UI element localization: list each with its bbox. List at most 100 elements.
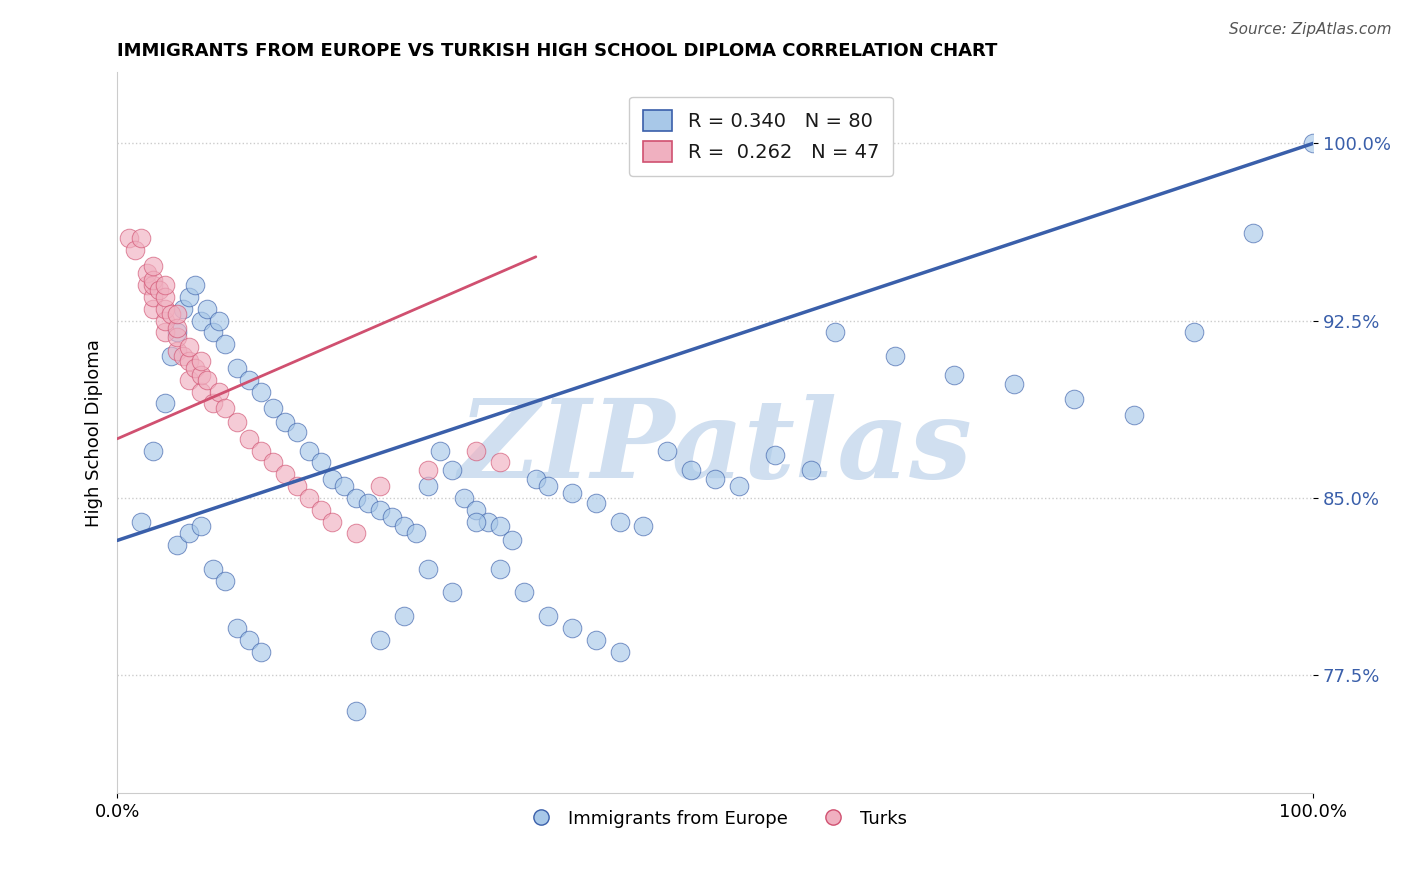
Point bbox=[321, 515, 343, 529]
Point bbox=[238, 432, 260, 446]
Point bbox=[225, 621, 247, 635]
Point bbox=[249, 443, 271, 458]
Point bbox=[177, 340, 200, 354]
Legend: Immigrants from Europe, Turks: Immigrants from Europe, Turks bbox=[516, 802, 914, 835]
Point bbox=[153, 326, 176, 340]
Point bbox=[273, 415, 295, 429]
Point bbox=[1243, 226, 1265, 240]
Point bbox=[153, 396, 176, 410]
Point bbox=[177, 526, 200, 541]
Text: Source: ZipAtlas.com: Source: ZipAtlas.com bbox=[1229, 22, 1392, 37]
Point bbox=[153, 290, 176, 304]
Point bbox=[184, 278, 207, 293]
Point bbox=[333, 479, 356, 493]
Point bbox=[429, 443, 451, 458]
Point bbox=[321, 472, 343, 486]
Point bbox=[129, 231, 152, 245]
Point bbox=[184, 360, 207, 375]
Point bbox=[148, 283, 170, 297]
Y-axis label: High School Diploma: High School Diploma bbox=[86, 339, 103, 527]
Point bbox=[1063, 392, 1085, 406]
Point bbox=[309, 502, 332, 516]
Point bbox=[370, 479, 392, 493]
Point bbox=[190, 313, 212, 327]
Point bbox=[405, 526, 427, 541]
Point bbox=[453, 491, 475, 505]
Point bbox=[142, 290, 165, 304]
Point bbox=[201, 396, 224, 410]
Point bbox=[190, 353, 212, 368]
Point bbox=[370, 502, 392, 516]
Point bbox=[285, 425, 308, 439]
Point bbox=[370, 632, 392, 647]
Point bbox=[344, 491, 367, 505]
Point bbox=[190, 384, 212, 399]
Point bbox=[249, 384, 271, 399]
Point bbox=[537, 609, 560, 624]
Point bbox=[190, 519, 212, 533]
Point bbox=[883, 349, 905, 363]
Point bbox=[704, 472, 727, 486]
Point bbox=[418, 462, 440, 476]
Point bbox=[585, 495, 607, 509]
Point bbox=[262, 401, 284, 415]
Point bbox=[344, 704, 367, 718]
Point bbox=[513, 585, 536, 599]
Point bbox=[172, 301, 194, 316]
Point bbox=[489, 455, 512, 469]
Point bbox=[501, 533, 523, 548]
Point bbox=[273, 467, 295, 482]
Point bbox=[166, 306, 188, 320]
Point bbox=[195, 301, 218, 316]
Point bbox=[172, 349, 194, 363]
Point bbox=[153, 313, 176, 327]
Point bbox=[609, 644, 631, 658]
Point bbox=[763, 448, 786, 462]
Point bbox=[585, 632, 607, 647]
Point bbox=[195, 373, 218, 387]
Point bbox=[136, 266, 159, 280]
Point bbox=[136, 278, 159, 293]
Point bbox=[153, 301, 176, 316]
Point bbox=[201, 326, 224, 340]
Point bbox=[1302, 136, 1324, 151]
Point bbox=[1002, 377, 1025, 392]
Point bbox=[561, 486, 583, 500]
Point bbox=[357, 495, 380, 509]
Point bbox=[166, 326, 188, 340]
Point bbox=[561, 621, 583, 635]
Point bbox=[489, 562, 512, 576]
Point bbox=[465, 502, 488, 516]
Point bbox=[118, 231, 141, 245]
Point bbox=[344, 526, 367, 541]
Point bbox=[465, 443, 488, 458]
Point bbox=[166, 330, 188, 344]
Point bbox=[153, 278, 176, 293]
Point bbox=[1182, 326, 1205, 340]
Point bbox=[142, 301, 165, 316]
Point bbox=[208, 313, 231, 327]
Point bbox=[309, 455, 332, 469]
Point bbox=[190, 368, 212, 382]
Point bbox=[297, 491, 319, 505]
Point bbox=[129, 515, 152, 529]
Point bbox=[177, 373, 200, 387]
Point bbox=[381, 509, 404, 524]
Point bbox=[524, 472, 547, 486]
Point bbox=[489, 519, 512, 533]
Point bbox=[394, 519, 416, 533]
Point bbox=[394, 609, 416, 624]
Point bbox=[142, 278, 165, 293]
Point bbox=[142, 259, 165, 273]
Point bbox=[262, 455, 284, 469]
Point bbox=[728, 479, 751, 493]
Point bbox=[166, 344, 188, 359]
Point bbox=[160, 349, 183, 363]
Point bbox=[537, 479, 560, 493]
Text: ZIPatlas: ZIPatlas bbox=[458, 393, 972, 501]
Point bbox=[214, 574, 236, 588]
Point bbox=[633, 519, 655, 533]
Point bbox=[609, 515, 631, 529]
Point bbox=[201, 562, 224, 576]
Point bbox=[441, 585, 464, 599]
